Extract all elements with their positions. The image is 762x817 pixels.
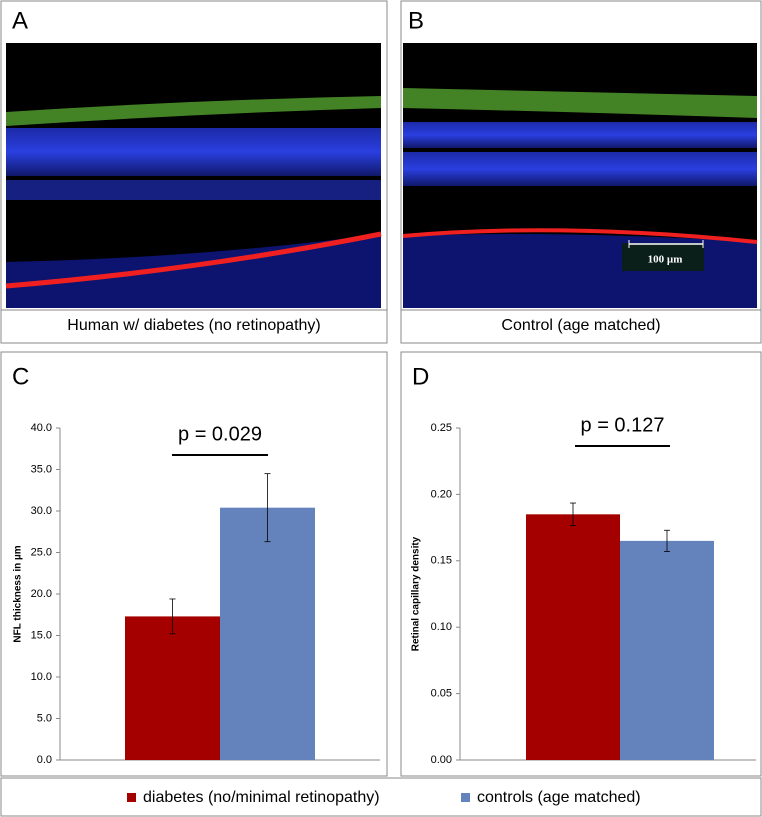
panel-label: B — [408, 7, 424, 34]
bar — [125, 616, 220, 760]
micrograph — [402, 43, 758, 308]
panel-label: C — [12, 363, 29, 390]
y-tick-label: 0.15 — [431, 555, 452, 567]
y-tick-label: 15.0 — [31, 629, 52, 641]
y-tick-label: 10.0 — [31, 671, 52, 683]
y-tick-label: 30.0 — [31, 505, 52, 517]
panel-caption: Control (age matched) — [501, 317, 660, 334]
legend-frame — [0, 777, 762, 817]
y-tick-label: 25.0 — [31, 546, 52, 558]
y-tick-label: 20.0 — [31, 588, 52, 600]
y-tick-label: 0.10 — [431, 621, 452, 633]
legend-swatch — [461, 793, 470, 802]
y-axis-label: NFL thickness in µm — [13, 545, 24, 642]
y-tick-label: 0.25 — [431, 422, 452, 434]
bar — [220, 507, 315, 760]
bar — [620, 540, 714, 760]
panel-label: D — [412, 363, 429, 390]
y-tick-label: 0.0 — [37, 754, 52, 766]
panel-frame — [0, 351, 388, 777]
y-tick-label: 40.0 — [31, 422, 52, 434]
legend-label: controls (age matched) — [477, 789, 641, 806]
annotation: p = 0.127 — [581, 414, 665, 436]
panel-caption: Human w/ diabetes (no retinopathy) — [67, 317, 320, 334]
y-tick-label: 0.05 — [431, 688, 452, 700]
y-tick-label: 5.0 — [37, 712, 52, 724]
micrograph — [5, 43, 382, 308]
y-axis-label: Retinal capillary density — [411, 536, 422, 651]
scale-bar-label: 100 µm — [648, 254, 683, 266]
legend-label: diabetes (no/minimal retinopathy) — [143, 789, 380, 806]
legend-swatch — [127, 793, 136, 802]
y-tick-label: 0.00 — [431, 754, 452, 766]
y-tick-label: 0.20 — [431, 488, 452, 500]
bar — [526, 514, 620, 760]
y-tick-label: 35.0 — [31, 463, 52, 475]
panel-label: A — [12, 7, 28, 34]
annotation: p = 0.029 — [178, 423, 262, 445]
